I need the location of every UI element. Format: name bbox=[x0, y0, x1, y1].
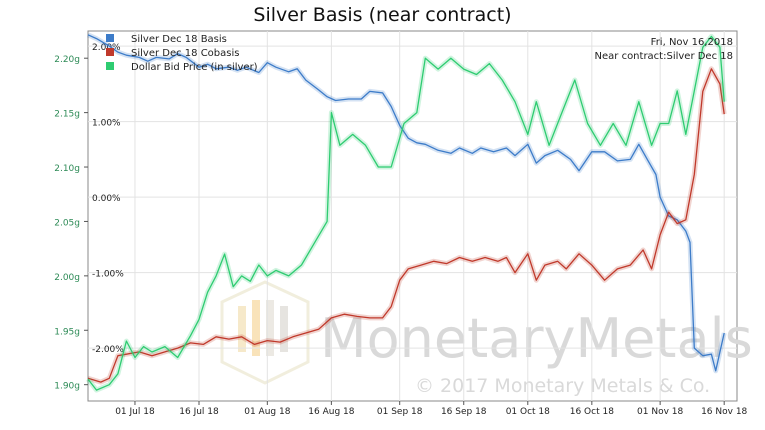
x-axis-tick-label: 16 Oct 18 bbox=[570, 407, 614, 417]
copyright-text: © 2017 Monetary Metals & Co. bbox=[415, 375, 710, 397]
legend-swatch bbox=[106, 34, 114, 42]
plot-frame bbox=[87, 30, 738, 402]
date-label: Fri, Nov 16,2018 bbox=[651, 37, 733, 48]
legend-entry: Dollar Bid Price (in silver) bbox=[131, 62, 258, 73]
x-axis-tick-label: 01 Jul 18 bbox=[115, 407, 155, 417]
left-axis-tick-label: 2.10g bbox=[54, 164, 80, 174]
x-axis-tick-label: 16 Nov 18 bbox=[701, 407, 747, 417]
legend-swatch bbox=[106, 48, 114, 56]
series-line-1 bbox=[87, 68, 725, 383]
x-axis-tick-label: 01 Nov 18 bbox=[637, 407, 683, 417]
legend-entry: Silver Dec 18 Cobasis bbox=[131, 48, 239, 59]
left-axis-tick-label: 2.15g bbox=[54, 110, 80, 120]
x-axis-tick-label: 01 Oct 18 bbox=[506, 407, 550, 417]
x-axis-tick-label: 01 Aug 18 bbox=[244, 407, 290, 417]
series-line-2 bbox=[87, 35, 725, 391]
left-axis-tick-label: 1.90g bbox=[54, 382, 80, 392]
watermark-logo-icon bbox=[220, 280, 310, 385]
x-axis-tick-label: 01 Sep 18 bbox=[377, 407, 423, 417]
series-line-0 bbox=[87, 34, 725, 372]
right-axis-tick-label: 0.00% bbox=[92, 194, 121, 204]
x-axis-tick-label: 16 Aug 18 bbox=[308, 407, 354, 417]
legend-entry: Silver Dec 18 Basis bbox=[131, 34, 227, 45]
right-axis-tick-label: 1.00% bbox=[92, 119, 121, 129]
right-axis-tick-label: -2.00% bbox=[92, 345, 124, 355]
right-axis-tick-label: -1.00% bbox=[92, 270, 124, 280]
legend-swatch bbox=[106, 62, 114, 70]
left-axis-tick-label: 2.20g bbox=[54, 55, 80, 65]
contract-label: Near contract:Silver Dec 18 bbox=[595, 51, 733, 62]
left-axis-tick-label: 2.05g bbox=[54, 218, 80, 228]
left-axis-tick-label: 1.95g bbox=[54, 327, 80, 337]
x-axis-tick-label: 16 Sep 18 bbox=[441, 407, 487, 417]
x-axis-tick-label: 16 Jul 18 bbox=[179, 407, 219, 417]
watermark-text: MonetaryMetals bbox=[320, 307, 753, 370]
left-axis-tick-label: 2.00g bbox=[54, 273, 80, 283]
chart-title: Silver Basis (near contract) bbox=[253, 4, 512, 26]
